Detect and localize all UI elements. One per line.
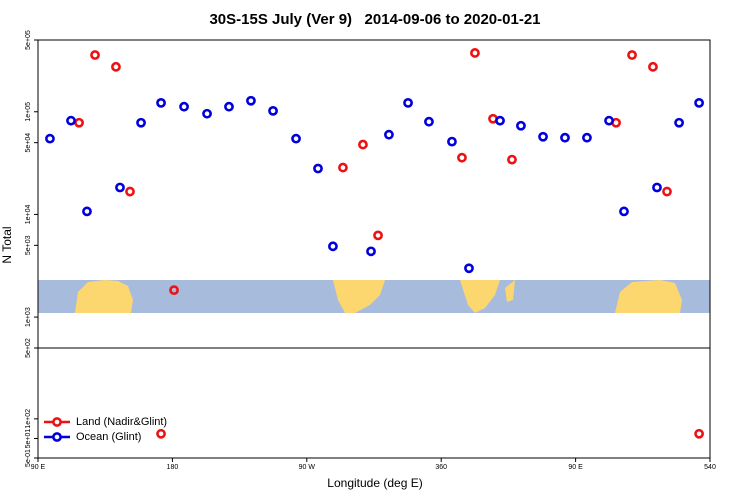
x-tick-label: 90 E (568, 464, 583, 471)
x-tick-label: 90 E (31, 464, 46, 471)
point (648, 61, 658, 72)
point (516, 120, 526, 131)
point (179, 101, 189, 112)
point (66, 115, 76, 126)
point (674, 117, 684, 128)
map-land (75, 280, 682, 313)
y-tick-label: 5e+02 (25, 338, 32, 358)
point (538, 131, 548, 142)
legend-marker (52, 432, 62, 442)
point (694, 428, 704, 439)
point (246, 95, 256, 106)
y-tick-label: 5e-01 (25, 449, 32, 467)
point (115, 182, 125, 193)
point (384, 129, 394, 140)
point (45, 133, 55, 144)
point (619, 206, 629, 217)
point (268, 105, 278, 116)
x-axis-label: Longitude (deg E) (327, 476, 422, 490)
y-axis-label: N Total (0, 226, 14, 263)
legend-marker (52, 417, 62, 427)
point (403, 97, 413, 108)
y-tick-label: 5e+01 (25, 429, 32, 449)
point (366, 246, 376, 257)
x-tick-label: 180 (167, 464, 179, 471)
y-tick-label: 5e+03 (25, 235, 32, 255)
x-tick-label: 360 (435, 464, 447, 471)
point (90, 50, 100, 60)
point (447, 136, 457, 147)
point (470, 48, 480, 58)
y-tick-label: 1e+03 (25, 307, 32, 327)
legend-label: Land (Nadir&Glint) (76, 416, 167, 428)
point (202, 108, 212, 119)
chart-title: 30S-15S July (Ver 9) 2014-09-06 to 2020-… (209, 11, 540, 28)
point (604, 115, 614, 126)
point (338, 162, 348, 173)
point (424, 116, 434, 127)
point (495, 115, 505, 126)
point (662, 186, 672, 197)
point (627, 50, 637, 60)
point (652, 182, 662, 193)
point (328, 241, 338, 252)
x-tick-label: 540 (704, 464, 716, 471)
point (74, 117, 84, 128)
point (457, 152, 467, 163)
y-tick-label: 1e+05 (25, 102, 32, 122)
point (560, 132, 570, 143)
point (507, 154, 517, 165)
legend-label: Ocean (Glint) (76, 431, 141, 443)
point (694, 97, 704, 108)
point (82, 206, 92, 217)
point (224, 101, 234, 112)
y-tick-label: 5e+05 (25, 30, 32, 50)
x-tick-label: 90 W (299, 464, 316, 471)
point (464, 263, 474, 274)
point (358, 139, 368, 150)
point (111, 61, 121, 72)
y-tick-label: 5e+04 (25, 133, 32, 153)
point (125, 186, 135, 197)
point (373, 230, 383, 241)
point (313, 163, 323, 174)
point (156, 428, 166, 439)
point (582, 132, 592, 143)
y-tick-label: 1e+02 (25, 409, 32, 429)
point (291, 133, 301, 144)
plot-frame (37, 39, 711, 459)
point (169, 285, 179, 296)
y-tick-label: 1e+04 (25, 204, 32, 224)
point (136, 117, 146, 128)
point (156, 97, 166, 108)
